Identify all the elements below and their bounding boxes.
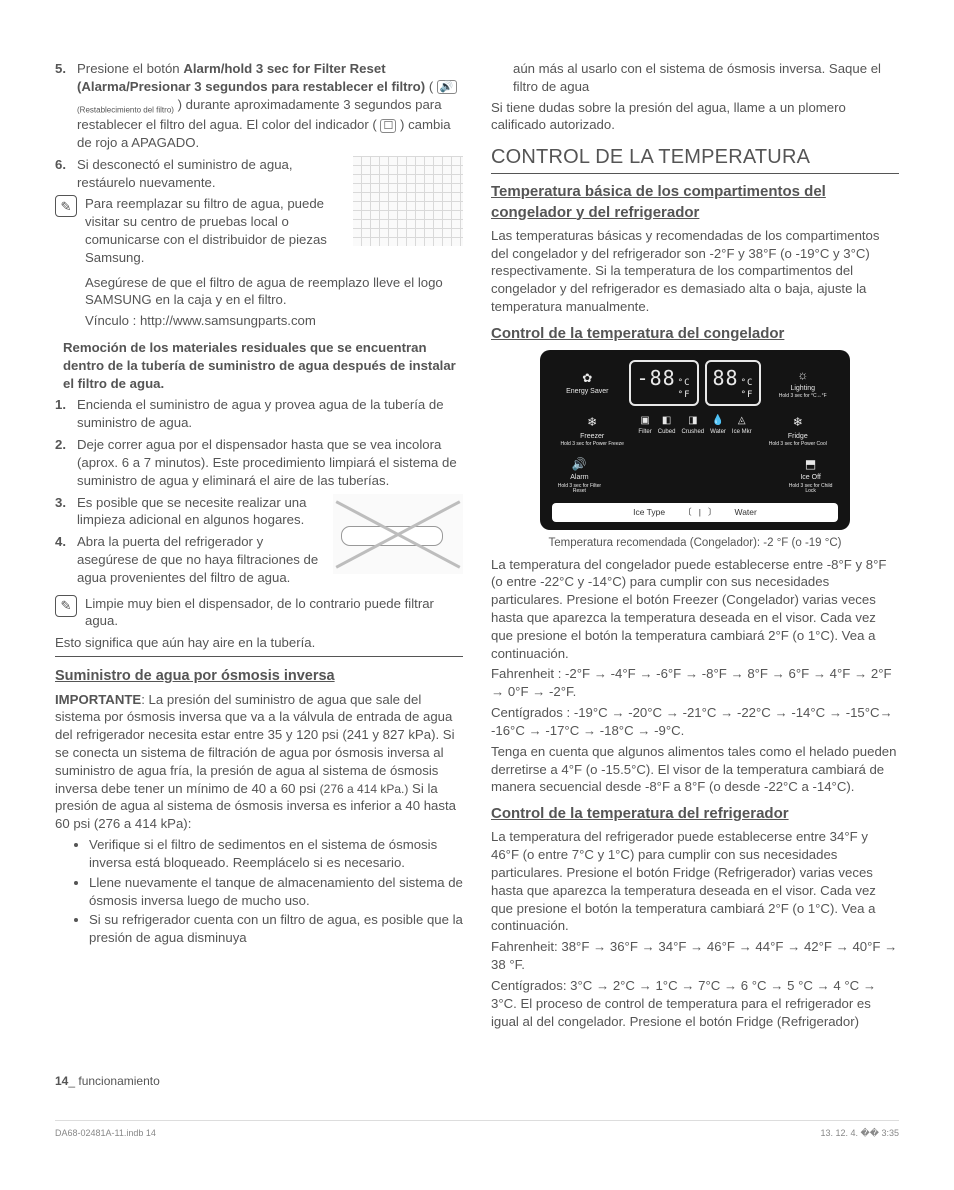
crushed-icon: ◨ — [681, 414, 704, 428]
ice-type-label: Ice Type — [633, 507, 665, 518]
osmosis-bullet-3: Si su refrigerador cuenta con un filtro … — [89, 911, 463, 947]
freezer-temp-body: La temperatura del congelador puede esta… — [491, 556, 899, 663]
print-timestamp: 13. 12. 4. �� 3:35 — [820, 1127, 899, 1139]
panel-caption: Temperatura recomendada (Congelador): -2… — [491, 536, 899, 552]
step-6: 6. Si desconectó el suministro de agua, … — [55, 156, 345, 192]
water-label: Water — [735, 507, 757, 518]
control-panel-figure: ✿ Energy Saver -88 °C°F 88 °C°F ☼ Lighti… — [491, 350, 899, 552]
speaker-icon: 🔊 — [552, 456, 607, 472]
osmosis-text-1: : La presión del suministro de agua que … — [55, 692, 455, 796]
no-filter-diagram-icon — [333, 494, 463, 574]
important-label: IMPORTANTE — [55, 692, 141, 707]
alarm-icon: 🔊 — [437, 80, 457, 94]
continuation-text: aún más al usarlo con el sistema de ósmo… — [513, 60, 899, 96]
fridge-temp-heading: Control de la temperatura del refrigerad… — [491, 804, 899, 824]
removal-step-2-text: Deje correr agua por el dispensador hast… — [77, 436, 463, 489]
note-block-2: ✎ Limpie muy bien el dispensador, de lo … — [55, 595, 463, 631]
note-link: Vínculo : http://www.samsungparts.com — [85, 312, 463, 330]
filter-indicator-icon: ☐ — [380, 119, 396, 133]
selector-divider: 〔 | 〕 — [683, 507, 716, 518]
control-panel: ✿ Energy Saver -88 °C°F 88 °C°F ☼ Lighti… — [540, 350, 850, 530]
snowflake-icon: ❄ — [758, 414, 838, 430]
fridge-temp-body: La temperatura del refrigerador puede es… — [491, 828, 899, 935]
basic-temp-text: Las temperaturas básicas y recomendadas … — [491, 227, 899, 316]
page-number: 14 — [55, 1074, 68, 1088]
note-2-text: Limpie muy bien el dispensador, de lo co… — [85, 595, 463, 631]
step-5-text-a: Presione el botón — [77, 61, 183, 76]
fridge-celsius-seq: Centígrados: 3°C → 2°C → 1°C → 7°C → 6 °… — [491, 977, 899, 1030]
freezer-button: ❄ Freezer Hold 3 sec for Power Freeze — [552, 414, 632, 447]
freezer-fahrenheit-seq: Fahrenheit : -2°F → -4°F → -6°F → -8°F →… — [491, 665, 899, 701]
removal-step-3: 3. Es posible que se necesite realizar u… — [55, 494, 325, 530]
cube-icon: ◧ — [658, 414, 676, 428]
list-number: 2. — [55, 436, 77, 489]
crushed-indicator: ◨Crushed — [681, 414, 704, 447]
leaf-icon: ✿ — [552, 370, 623, 386]
list-number: 3. — [55, 494, 77, 530]
snowflake-icon: ❄ — [552, 414, 632, 430]
energy-saver-button: ✿ Energy Saver — [552, 370, 623, 396]
basic-temp-heading: Temperatura básica de los compartimentos… — [491, 182, 899, 223]
page-section: _ funcionamiento — [68, 1074, 159, 1088]
freezer-display: -88 °C°F — [629, 360, 699, 406]
icemaker-indicator: ◬Ice Mkr — [732, 414, 752, 447]
osmosis-bullets: Verifique si el filtro de sedimentos en … — [89, 836, 463, 947]
note-text-1: Para reemplazar su filtro de agua, puede… — [85, 195, 345, 266]
dispenser-selector: Ice Type 〔 | 〕 Water — [552, 503, 838, 522]
osmosis-bullet-2: Llene nuevamente el tanque de almacenami… — [89, 874, 463, 910]
two-column-layout: 5. Presione el botón Alarm/hold 3 sec fo… — [55, 60, 899, 1033]
step-5-text-b: ( — [429, 79, 437, 94]
print-marks: DA68-02481A-11.indb 14 13. 12. 4. �� 3:3… — [55, 1120, 899, 1139]
filter-diagram-icon — [353, 156, 463, 246]
step-5: 5. Presione el botón Alarm/hold 3 sec fo… — [55, 60, 463, 152]
note-block: ✎ Para reemplazar su filtro de agua, pue… — [55, 195, 345, 269]
fridge-display: 88 °C°F — [705, 360, 762, 406]
list-number: 4. — [55, 533, 77, 586]
right-column: aún más al usarlo con el sistema de ósmo… — [491, 60, 899, 1033]
note-text-1b: Asegúrese de que el filtro de agua de re… — [85, 274, 463, 310]
fridge-button: ❄ Fridge Hold 3 sec for Power Cool — [758, 414, 838, 447]
divider — [55, 656, 463, 657]
note-icon: ✎ — [55, 195, 77, 217]
iceoff-button: ⬒ Ice Off Hold 3 sec for Child Lock — [783, 456, 838, 495]
step-6-text: Si desconectó el suministro de agua, res… — [77, 156, 345, 192]
freezer-note: Tenga en cuenta que algunos alimentos ta… — [491, 743, 899, 796]
osmosis-heading: Suministro de agua por ósmosis inversa — [55, 667, 463, 687]
list-number: 6. — [55, 156, 77, 192]
osmosis-bullet-1: Verifique si el filtro de sedimentos en … — [89, 836, 463, 872]
light-icon: ☼ — [767, 367, 838, 383]
removal-step-1-text: Encienda el suministro de agua y provea … — [77, 396, 463, 432]
freezer-temp-heading: Control de la temperatura del congelador — [491, 324, 899, 344]
left-column: 5. Presione el botón Alarm/hold 3 sec fo… — [55, 60, 463, 1033]
list-number: 5. — [55, 60, 77, 152]
water-indicator: 💧Water — [710, 414, 726, 447]
removal-step-4: 4. Abra la puerta del refrigerador y ase… — [55, 533, 325, 586]
page-footer: 14_ funcionamiento — [55, 1073, 899, 1089]
icemaker-icon: ◬ — [732, 414, 752, 428]
removal-step-3-text: Es posible que se necesite realizar una … — [77, 494, 325, 530]
list-number: 1. — [55, 396, 77, 432]
fridge-fahrenheit-seq: Fahrenheit: 38°F → 36°F → 34°F → 46°F → … — [491, 938, 899, 974]
filter-indicator: ▣Filter — [638, 414, 651, 447]
removal-step-1: 1. Encienda el suministro de agua y prov… — [55, 396, 463, 432]
alarm-icon-sub: (Restablecimiento del filtro) — [77, 105, 174, 114]
freezer-celsius-seq: Centígrados : -19°C → -20°C → -21°C → -2… — [491, 704, 899, 740]
removal-step-4-text: Abra la puerta del refrigerador y asegúr… — [77, 533, 325, 586]
lighting-button: ☼ Lighting Hold 3 sec for °C↔°F — [767, 367, 838, 400]
lock-icon: ⬒ — [783, 456, 838, 472]
continuation-text-2: Si tiene dudas sobre la presión del agua… — [491, 99, 899, 135]
note-2b-text: Esto significa que aún hay aire en la tu… — [55, 634, 463, 652]
removal-heading: Remoción de los materiales residuales qu… — [63, 339, 463, 392]
cubed-indicator: ◧Cubed — [658, 414, 676, 447]
water-icon: 💧 — [710, 414, 726, 428]
temperature-control-heading: CONTROL DE LA TEMPERATURA — [491, 144, 899, 174]
osmosis-body: IMPORTANTE: La presión del suministro de… — [55, 691, 463, 834]
alarm-button: 🔊 Alarm Hold 3 sec for Filter Reset — [552, 456, 607, 495]
removal-step-2: 2. Deje correr agua por el dispensador h… — [55, 436, 463, 489]
osmosis-small: (276 a 414 kPa.) — [320, 782, 409, 796]
print-file: DA68-02481A-11.indb 14 — [55, 1127, 156, 1139]
filter-icon: ▣ — [638, 414, 651, 428]
note-icon: ✎ — [55, 595, 77, 617]
